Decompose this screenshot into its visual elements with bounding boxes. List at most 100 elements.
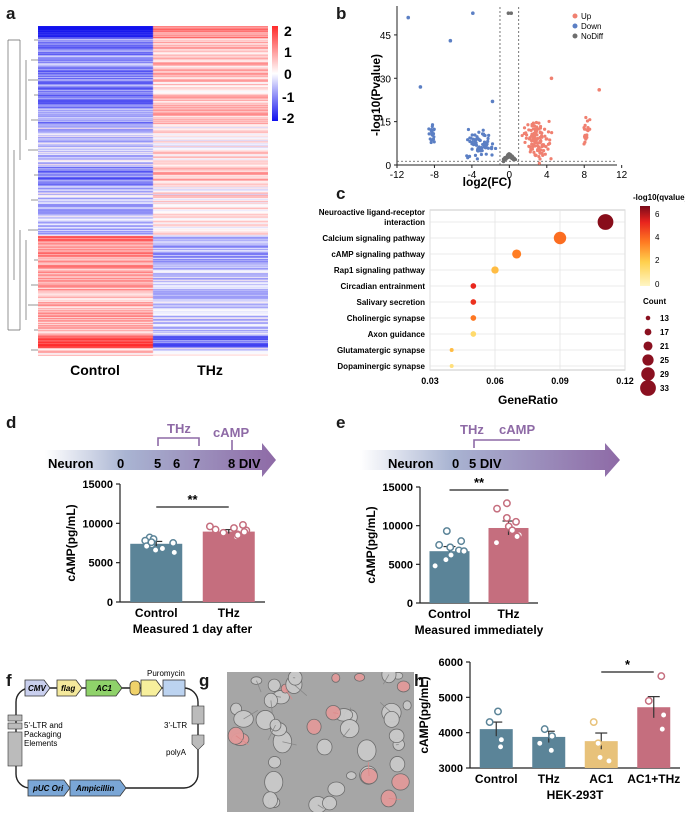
- timeline-e-arrow: [360, 443, 620, 477]
- bar-y-tick-label: 5000: [439, 692, 463, 704]
- volcano-point: [546, 130, 551, 134]
- plasmid-ltr3-label: 3'-LTR: [164, 721, 187, 730]
- bar-data-point: [494, 707, 502, 716]
- plasmid-ac1-label: AC1: [95, 684, 113, 693]
- volcano-y-tick-label: 0: [385, 161, 391, 172]
- volcano-point: [484, 142, 488, 146]
- bar-x-label: HEK-293T: [547, 788, 604, 802]
- kegg-size-legend: Count 13 17 21 25 29 33: [640, 297, 669, 396]
- timeline-d-tick: 8 DIV: [228, 456, 261, 471]
- volcano-point: [531, 127, 536, 131]
- volcano-point: [530, 142, 534, 146]
- legend-down-marker: [572, 23, 578, 29]
- volcano-point: [474, 137, 478, 142]
- bar-data-point: [431, 561, 440, 570]
- volcano-point: [540, 131, 544, 135]
- kegg-category-label: Calcium signaling pathway: [322, 234, 425, 243]
- micrograph-cell: [327, 781, 346, 797]
- volcano-point: [588, 118, 592, 122]
- kegg-grid: [429, 209, 626, 371]
- volcano-point: [427, 132, 431, 136]
- volcano-point: [471, 137, 476, 141]
- bar-data-point: [151, 546, 160, 555]
- micrograph-neurite: [293, 684, 308, 696]
- bar-data-point: [594, 739, 603, 748]
- kegg-x-tick-label: 0.06: [486, 376, 504, 386]
- micrograph-cell: [267, 678, 281, 692]
- volcano-point: [548, 138, 552, 142]
- kegg-size-legend-marker: [644, 328, 652, 336]
- bar-y-tick-label: 10000: [82, 518, 113, 530]
- plasmid-cmv-label: CMV: [28, 684, 46, 693]
- volcano-point: [481, 128, 485, 132]
- timeline-e-tick: 5 DIV: [469, 456, 502, 471]
- timeline-d-start: Neuron: [48, 456, 94, 471]
- micrograph-neurite: [282, 741, 297, 746]
- volcano-point: [470, 133, 474, 137]
- volcano-point: [546, 147, 550, 151]
- volcano-point: [477, 130, 481, 134]
- volcano-point: [524, 136, 528, 140]
- kegg-size-legend-marker: [640, 380, 656, 396]
- volcano-point: [537, 161, 541, 165]
- micrograph-cell: [383, 710, 400, 728]
- volcano-point: [549, 76, 554, 81]
- bar-data-point: [644, 696, 653, 705]
- timeline-d-bracket: [157, 437, 200, 446]
- bar-data-point: [502, 513, 511, 522]
- volcano-point: [470, 140, 475, 144]
- volcano-point: [432, 127, 436, 131]
- timeline-d-bracket-label: THz: [167, 421, 191, 436]
- kegg-bubble: [449, 364, 454, 368]
- bar-y-label: cAMP(pg/mL): [417, 676, 431, 753]
- plasmid-puromycin-box: [162, 679, 186, 697]
- micrograph-neurite: [267, 724, 276, 741]
- micrograph-cell: [331, 673, 341, 683]
- plasmid-puc-ori-element: [27, 779, 71, 797]
- timeline-e-marker-label: cAMP: [499, 422, 535, 437]
- kegg-size-legend-label: 13: [660, 314, 669, 323]
- micrograph-neurite: [270, 700, 273, 713]
- volcano-point: [583, 123, 587, 127]
- kegg-category-label: Cholinergic synapse: [347, 314, 426, 323]
- bar-data-point: [548, 732, 556, 741]
- bar-data-point: [496, 742, 505, 751]
- heatmap-cells: [38, 26, 268, 356]
- kegg-qvalue-tick: 4: [655, 233, 660, 242]
- volcano-point: [482, 133, 486, 137]
- bar-y-tick-label: 5000: [389, 559, 413, 571]
- micrograph-cell: [306, 718, 322, 735]
- bar-data-point: [492, 538, 501, 547]
- micrograph-cell: [396, 680, 411, 693]
- panel-letter-d: d: [6, 413, 17, 432]
- volcano-x-tick-label: 12: [616, 170, 628, 181]
- bar-data-point: [219, 528, 228, 537]
- bar-data-point: [547, 746, 556, 755]
- volcano-x-label: log2(FC): [463, 175, 512, 189]
- volcano-point: [534, 130, 538, 134]
- timeline-d-marker-label: cAMP: [213, 425, 249, 440]
- volcano-point: [585, 128, 589, 132]
- volcano-point: [543, 127, 547, 131]
- volcano-point: [490, 145, 494, 149]
- micrograph-neurite: [388, 798, 402, 800]
- volcano-point: [522, 126, 527, 130]
- micrograph-cell: [322, 795, 337, 811]
- bar-significance-label: *: [625, 657, 631, 672]
- kegg-category-label: cAMP signaling pathway: [331, 250, 425, 259]
- volcano-point: [471, 11, 475, 16]
- panel-letter-e: e: [336, 413, 346, 432]
- volcano-point: [532, 150, 536, 154]
- bar-charts: Neuron 0 5 6 7 8 DIV THz cAMP Neuron 0 5…: [7, 421, 680, 802]
- volcano-point: [473, 153, 478, 157]
- bar-data-point: [441, 555, 450, 564]
- volcano-point: [535, 125, 539, 129]
- kegg-x-tick-label: 0.12: [616, 376, 634, 386]
- bar-data-point: [658, 725, 667, 734]
- bar-data-point: [497, 735, 506, 744]
- volcano-point: [546, 142, 551, 146]
- micrograph-cell: [354, 673, 366, 682]
- bar-category-label: AC1: [589, 772, 613, 786]
- volcano-point: [533, 153, 537, 157]
